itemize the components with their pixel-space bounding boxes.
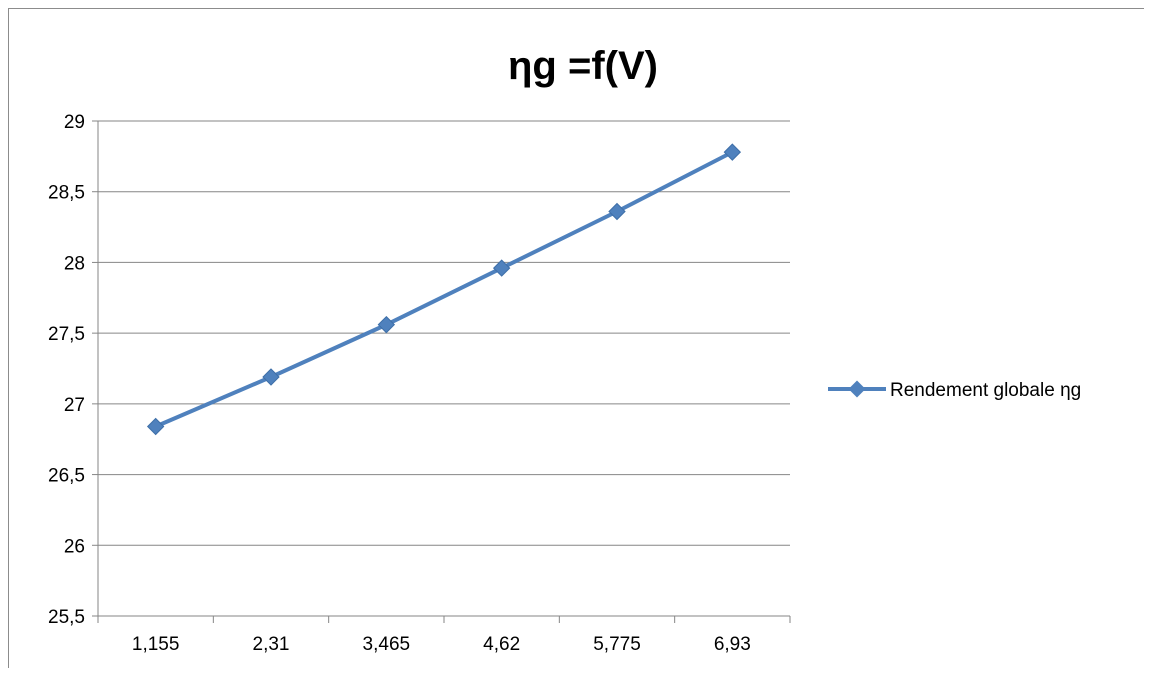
x-tick-label: 3,465 bbox=[363, 634, 411, 655]
x-tick-label: 1,155 bbox=[132, 634, 180, 655]
data-point-marker bbox=[723, 143, 742, 161]
y-tick-label: 25,5 bbox=[48, 607, 85, 628]
data-point-marker bbox=[492, 259, 511, 277]
x-tick-labels: 1,155 2,31 3,465 4,62 5,775 6,93 bbox=[132, 634, 751, 655]
series-line bbox=[154, 150, 734, 429]
data-point-marker bbox=[608, 202, 626, 221]
series-group bbox=[146, 143, 742, 436]
y-tick-label: 26 bbox=[64, 536, 85, 557]
y-tick-label: 27 bbox=[64, 395, 85, 416]
y-tick-label: 28 bbox=[64, 253, 85, 274]
x-tick-label: 5,775 bbox=[593, 634, 641, 655]
legend: Rendement globale ηg bbox=[828, 380, 1081, 401]
data-point-marker bbox=[146, 417, 165, 436]
data-point-marker bbox=[377, 315, 396, 334]
legend-marker-swatch bbox=[848, 380, 866, 398]
x-tick-label: 6,93 bbox=[714, 634, 751, 655]
y-tick-label: 26,5 bbox=[48, 466, 85, 487]
x-tick-label: 4,62 bbox=[483, 634, 520, 655]
y-tick-labels: 25,5 26 26,5 27 27,5 28 28,5 29 bbox=[48, 112, 85, 628]
y-tick-label: 28,5 bbox=[48, 183, 85, 204]
grid-lines bbox=[92, 120, 790, 617]
chart-frame bbox=[8, 8, 1144, 668]
data-point-marker bbox=[262, 368, 280, 386]
axes bbox=[97, 121, 791, 623]
chart-title: ηg =f(V) bbox=[508, 44, 658, 88]
legend-label: Rendement globale ηg bbox=[890, 380, 1081, 401]
x-tick-label: 2,31 bbox=[253, 634, 290, 655]
y-tick-label: 27,5 bbox=[48, 324, 85, 345]
y-tick-label: 29 bbox=[64, 112, 85, 133]
